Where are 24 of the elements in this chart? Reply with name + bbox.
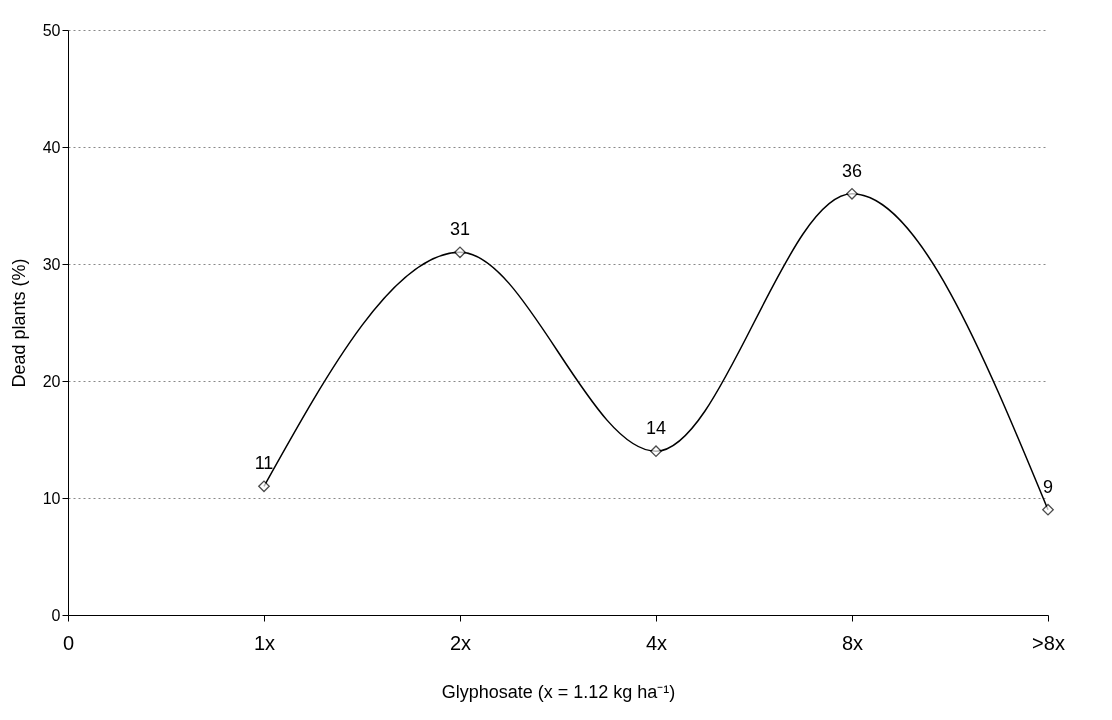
x-tick-label: 4x <box>645 631 668 654</box>
y-tick-label: 20 <box>42 372 61 390</box>
data-label: 31 <box>449 219 471 240</box>
x-tick-label: 8x <box>841 631 864 654</box>
point <box>454 246 466 259</box>
y-tick-label: 40 <box>42 138 61 156</box>
data-label: 11 <box>254 453 274 474</box>
data-label: 36 <box>841 160 863 181</box>
x-tick-label: 0 <box>62 631 75 654</box>
point <box>650 445 662 458</box>
data-label: 9 <box>1042 476 1054 497</box>
y-tick-label: 30 <box>42 255 61 273</box>
y-axis-title: Dead plants (%) <box>8 258 29 388</box>
point <box>846 187 858 200</box>
x-tick-label: 1x <box>253 631 276 654</box>
data-label: 14 <box>645 418 667 439</box>
y-tick-label: 0 <box>51 606 61 624</box>
point <box>258 480 270 493</box>
point <box>1042 503 1054 516</box>
x-tick-label: 2x <box>449 631 472 654</box>
y-tick-label: 50 <box>42 21 61 39</box>
y-tick-label: 10 <box>42 489 61 507</box>
x-tick-label: >8x <box>1032 631 1065 654</box>
x-axis-title: Glyphosate (x = 1.12 kg ha⁻¹) <box>441 681 676 702</box>
